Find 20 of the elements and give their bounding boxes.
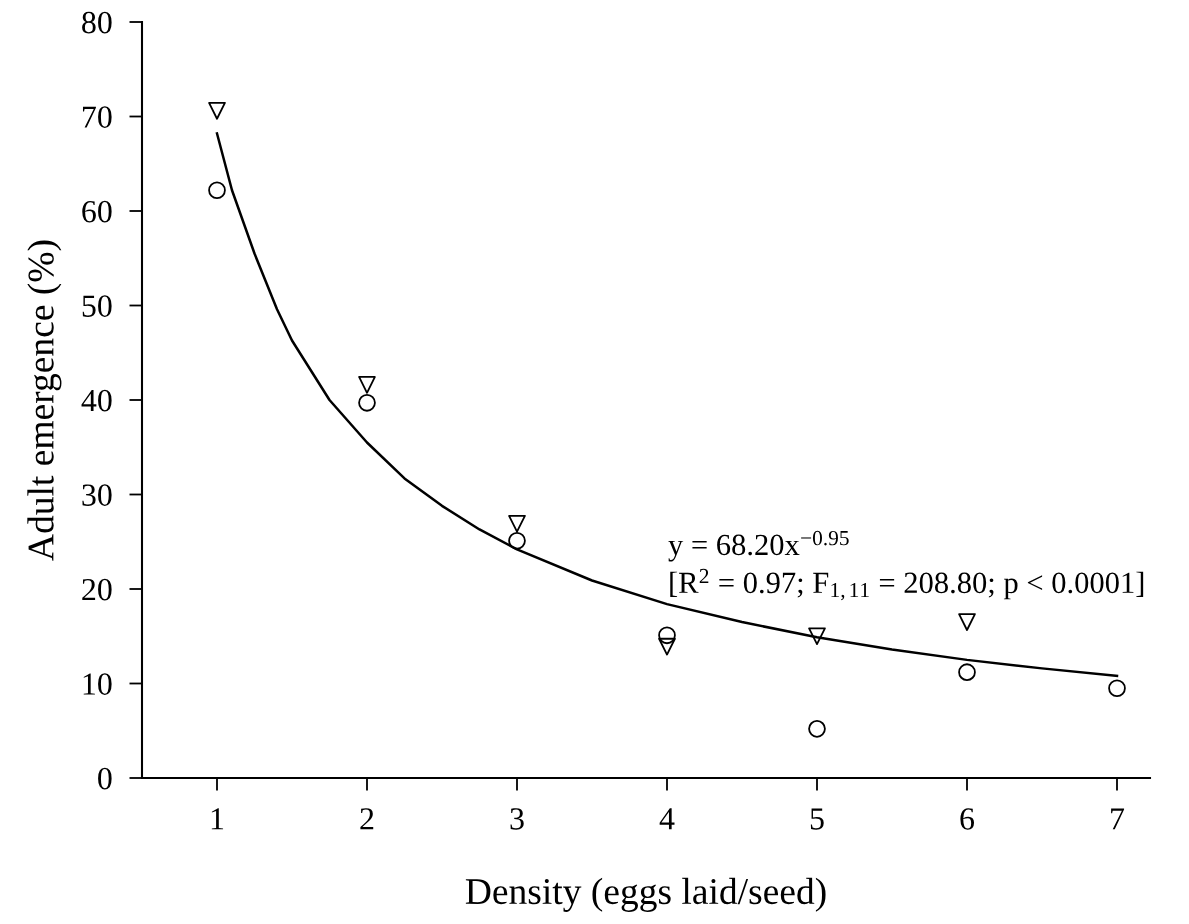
y-tick-label: 70 (83, 106, 112, 128)
x-tick-label: 2 (360, 808, 374, 830)
y-tick-label: 40 (81, 389, 112, 412)
x-tick-label: 5 (810, 808, 824, 830)
y-tick-label: 60 (82, 200, 112, 223)
x-tick-label: 6 (960, 808, 975, 830)
y-tick-label: 30 (82, 484, 112, 506)
x-tick-label: 1 (211, 808, 224, 830)
y-tick-label: 80 (82, 11, 112, 34)
annotation: y = 68.20x$^{−0.95}$ (668, 530, 849, 562)
y-axis-title: Adult emergence (%) (27, 240, 62, 561)
x-tick-label: 4 (659, 808, 675, 830)
y-tick-label: 0 (98, 767, 112, 790)
y-tick-label: 10 (83, 673, 112, 695)
y-tick-label: 50 (82, 295, 112, 317)
x-tick-label: 7 (1111, 808, 1125, 830)
x-axis-title: Density (eggs laid/seed) (465, 877, 826, 912)
annotation: [R$^{2}$ = 0.97; F$_{1,11}$ = 208.80; p < 0.0001] (670, 568, 1144, 601)
y-tick-label: 20 (82, 578, 112, 601)
x-tick-label: 3 (510, 808, 524, 830)
